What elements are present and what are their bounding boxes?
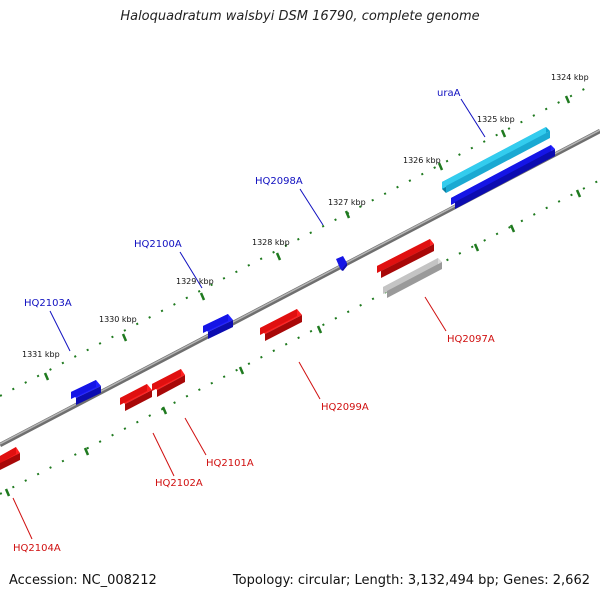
major-tick (437, 162, 444, 171)
kbp-label: 1331 kbp (22, 350, 60, 359)
leader-line (298, 361, 321, 400)
kbp-labels: 1324 kbp 1325 kbp 1326 kbp 1327 kbp 1328… (22, 73, 589, 359)
gene-blue-feature[interactable] (451, 145, 555, 209)
gene-urA-feature[interactable] (442, 127, 550, 193)
gene-labels: uraA HQ2098A HQ2100A HQ2103A HQ2097A HQ2… (13, 88, 495, 554)
major-tick (575, 189, 582, 198)
major-tick (238, 366, 245, 375)
major-tick (199, 292, 206, 301)
gene-label-HQ2101A[interactable]: HQ2101A (206, 458, 254, 469)
gene-label-HQ2102A[interactable]: HQ2102A (155, 478, 203, 489)
major-tick (473, 243, 480, 252)
leader-lines (12, 98, 486, 540)
major-tick (275, 252, 282, 261)
outer-major-ticks (43, 95, 571, 381)
major-tick (121, 333, 128, 342)
gene-HQ2100A-feature[interactable] (203, 314, 233, 339)
leader-line (184, 417, 207, 456)
inner-tick-track (0, 179, 600, 497)
kbp-label: 1330 kbp (99, 315, 137, 324)
gene-HQ2099A-feature[interactable] (260, 309, 302, 341)
gene-label-HQ2098A[interactable]: HQ2098A (255, 176, 303, 187)
major-tick (564, 95, 571, 104)
leader-line (152, 432, 175, 477)
major-tick (83, 447, 90, 456)
gene-label-HQ2104A[interactable]: HQ2104A (13, 543, 61, 554)
major-tick (500, 129, 507, 138)
major-tick (344, 210, 351, 219)
topology-text: Topology: circular; Length: 3,132,494 bp… (232, 573, 590, 588)
gene-HQ2097A-red-feature[interactable] (377, 239, 434, 278)
kbp-label: 1329 kbp (176, 277, 214, 286)
major-tick (43, 372, 50, 381)
kbp-label: 1326 kbp (403, 156, 441, 165)
kbp-label: 1328 kbp (252, 238, 290, 247)
gene-label-HQ2103A[interactable]: HQ2103A (24, 298, 72, 309)
map-title: Haloquadratum walsbyi DSM 16790, complet… (120, 9, 480, 24)
kbp-label: 1324 kbp (551, 73, 589, 82)
reverse-genes (0, 239, 442, 470)
leader-line (460, 98, 486, 138)
forward-genes (71, 127, 555, 405)
leader-line (49, 310, 71, 352)
leader-line (424, 296, 447, 332)
major-tick (509, 224, 516, 233)
gene-HQ2101A-feature[interactable] (152, 369, 185, 397)
gene-label-HQ2099A[interactable]: HQ2099A (321, 402, 369, 413)
gene-HQ2097A-grey-feature[interactable] (383, 258, 442, 298)
leader-line (179, 251, 203, 289)
accession-text: Accession: NC_008212 (9, 573, 157, 588)
major-tick (316, 325, 323, 334)
gene-label-HQ2100A[interactable]: HQ2100A (134, 239, 182, 250)
gene-HQ2103A-feature[interactable] (71, 380, 101, 405)
gene-HQ2102A-feature[interactable] (120, 384, 152, 411)
gene-label-HQ2097A[interactable]: HQ2097A (447, 334, 495, 345)
inner-major-ticks (4, 189, 582, 497)
major-tick (4, 488, 11, 497)
kbp-label: 1325 kbp (477, 115, 515, 124)
gene-HQ2098A-feature[interactable] (336, 256, 347, 271)
kbp-label: 1327 kbp (328, 198, 366, 207)
gene-HQ2104A-feature[interactable] (0, 447, 20, 470)
gene-label-uraA[interactable]: uraA (437, 88, 461, 99)
inner-tick-dashes (0, 179, 600, 495)
outer-tick-dashes (0, 85, 591, 397)
outer-tick-track (0, 85, 591, 397)
major-tick (161, 406, 168, 415)
leader-line (299, 188, 324, 226)
leader-line (12, 497, 33, 540)
